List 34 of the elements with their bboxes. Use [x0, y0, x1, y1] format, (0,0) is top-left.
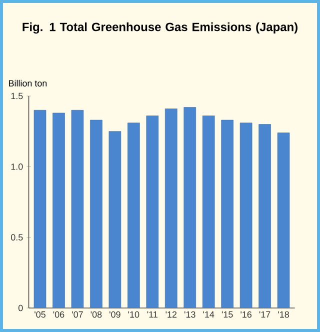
bar	[184, 107, 196, 308]
bar	[146, 116, 159, 308]
y-tick-label: 1.5	[11, 92, 23, 100]
x-tick-label: '06	[53, 311, 64, 318]
bar	[164, 108, 178, 308]
bar	[202, 116, 215, 308]
bar	[128, 122, 140, 308]
x-tick-label: '18	[278, 311, 289, 318]
bar	[221, 120, 234, 308]
x-tick-label: '12	[166, 311, 177, 318]
y-axis-title: Billion ton	[9, 80, 47, 86]
x-tick-label: '16	[240, 311, 252, 318]
x-tick-label: '07	[72, 311, 83, 318]
x-tick-label: '05	[34, 311, 46, 318]
bar	[34, 110, 46, 308]
x-tick-label: '17	[259, 311, 270, 318]
x-tick-label: '09	[110, 311, 120, 318]
bar	[108, 131, 122, 308]
y-tick-label: 0.5	[10, 234, 23, 241]
y-tick-label: 1.0	[11, 163, 23, 170]
bar	[258, 124, 271, 308]
bar	[90, 120, 102, 308]
bar	[52, 112, 65, 308]
chart-title: Fig. 1 Total Greenhouse Gas Emissions (Japan)	[22, 22, 298, 34]
y-tick-label: 0	[18, 304, 23, 312]
x-tick-label: '08	[90, 311, 102, 318]
x-tick-label: '13	[184, 311, 196, 318]
x-tick-label: '10	[128, 311, 140, 318]
x-tick-label: '11	[147, 311, 158, 318]
bar	[277, 132, 290, 308]
bar	[71, 110, 84, 308]
x-tick-label: '15	[222, 311, 233, 318]
x-tick-label: '14	[203, 311, 214, 318]
bar	[240, 122, 252, 308]
